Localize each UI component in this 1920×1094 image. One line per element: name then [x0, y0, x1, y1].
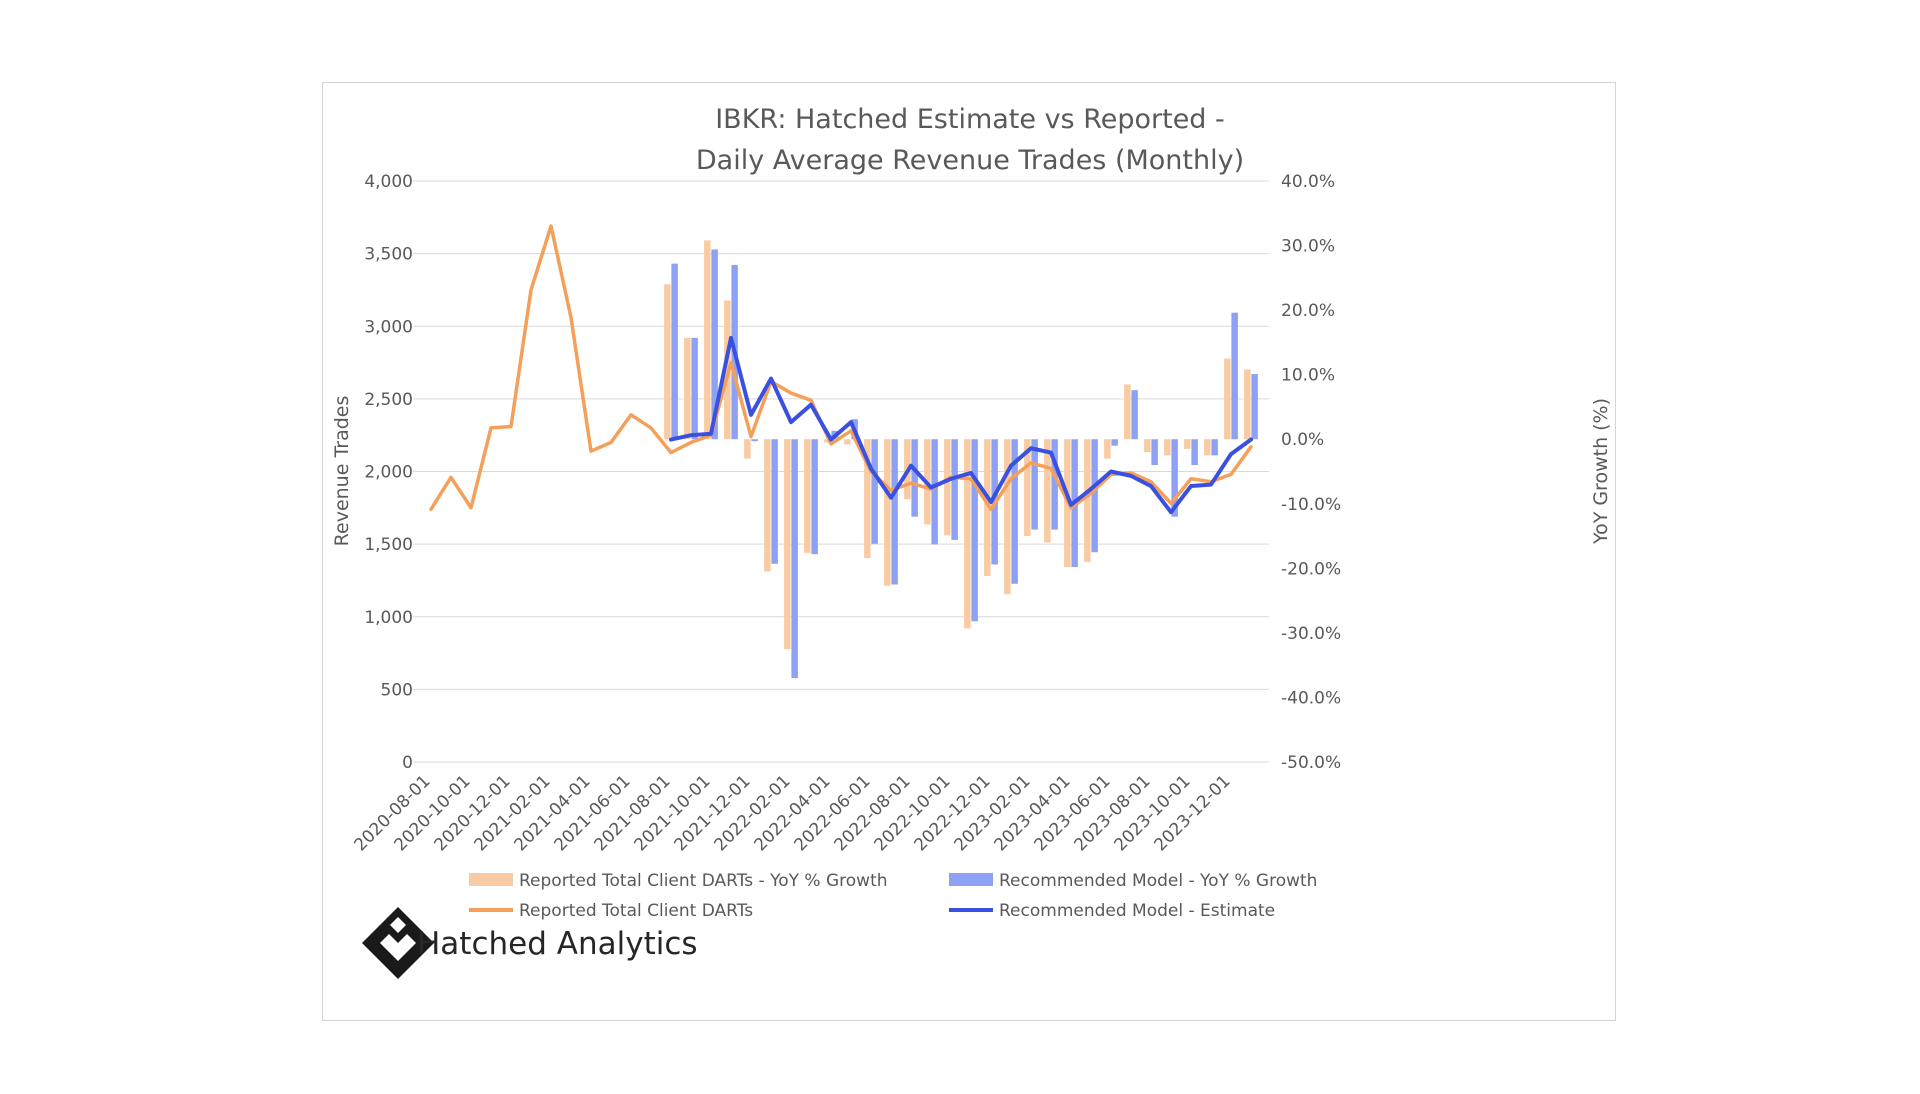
- bar: [871, 439, 878, 544]
- bar: [711, 249, 718, 440]
- bar: [964, 439, 971, 629]
- bar: [931, 439, 938, 545]
- series-line: [669, 335, 1253, 515]
- bar: [1111, 439, 1118, 446]
- y-tick-label: 1,500: [364, 535, 413, 555]
- bar: [751, 439, 758, 442]
- y2-tick-label: 20.0%: [1281, 301, 1335, 321]
- bar: [1224, 358, 1231, 440]
- y-axis-ticks: 0 500 1,000 1,500 2,000 2,500 3,000 3,500 4,000: [364, 172, 413, 773]
- bar: [1124, 384, 1131, 440]
- bar: [844, 439, 851, 445]
- bar: [1091, 439, 1098, 553]
- chart-card: IBKR: Hatched Estimate vs Reported - Dai…: [322, 82, 1616, 1021]
- bar: [744, 439, 751, 459]
- y-tick-label: 1,000: [364, 608, 413, 628]
- x-axis-ticks: 2020-08-012020-10-012020-12-012021-02-01…: [351, 771, 1235, 855]
- bar: [811, 439, 818, 555]
- bars: [664, 240, 1258, 679]
- y2-tick-label: 0.0%: [1281, 430, 1324, 450]
- legend-swatch: [949, 873, 993, 886]
- series-line: [429, 224, 1253, 512]
- bar: [1164, 439, 1171, 456]
- bar: [1004, 439, 1011, 595]
- y2-tick-label: -50.0%: [1281, 753, 1341, 773]
- bar: [664, 284, 671, 440]
- bar: [764, 439, 771, 572]
- bar: [1031, 439, 1038, 530]
- y2-tick-label: 40.0%: [1281, 172, 1335, 192]
- hatched-diamond-logo: [359, 903, 437, 979]
- bar: [1084, 439, 1091, 562]
- bar: [684, 337, 691, 440]
- bar: [1131, 390, 1138, 440]
- y2-tick-label: -10.0%: [1281, 495, 1341, 515]
- bar: [1144, 439, 1151, 453]
- y2-tick-label: 30.0%: [1281, 237, 1335, 257]
- bar: [1211, 439, 1218, 456]
- y2-axis-title: YoY Growth (%): [1590, 398, 1612, 545]
- y-axis-title: Revenue Trades: [331, 396, 353, 547]
- legend: Reported Total Client DARTs - YoY % Grow…: [469, 871, 1317, 921]
- bar: [911, 439, 918, 517]
- bar: [1184, 439, 1191, 449]
- y2-tick-label: 10.0%: [1281, 366, 1335, 386]
- chart-subtitle: Daily Average Revenue Trades (Monthly): [696, 145, 1244, 176]
- bar: [1051, 439, 1058, 530]
- bar: [804, 439, 811, 553]
- legend-label: Reported Total Client DARTs - YoY % Grow…: [519, 871, 888, 891]
- y2-tick-label: -30.0%: [1281, 624, 1341, 644]
- chart: IBKR: Hatched Estimate vs Reported - Dai…: [331, 104, 1612, 979]
- bar: [691, 337, 698, 440]
- bar: [1244, 369, 1251, 440]
- legend-swatch: [469, 873, 513, 886]
- y-tick-label: 500: [381, 680, 413, 700]
- bar: [971, 439, 978, 622]
- y2-tick-label: -40.0%: [1281, 688, 1341, 708]
- lines: [429, 224, 1253, 515]
- y-tick-label: 3,000: [364, 317, 413, 337]
- y2-axis-ticks: -50.0% -40.0% -30.0% -20.0% -10.0% 0.0% 10.0% 2…: [1281, 172, 1341, 773]
- gridlines: [413, 180, 1269, 763]
- y2-tick-label: -20.0%: [1281, 559, 1341, 579]
- bar: [784, 439, 791, 650]
- brand-name: Hatched Analytics: [417, 926, 698, 962]
- chart-title: IBKR: Hatched Estimate vs Reported -: [715, 104, 1225, 135]
- legend-label: Reported Total Client DARTs: [519, 901, 753, 921]
- bar: [791, 439, 798, 679]
- bar: [951, 439, 958, 540]
- bar: [1024, 439, 1031, 537]
- bar: [771, 439, 778, 564]
- bar: [1171, 439, 1178, 517]
- y-tick-label: 3,500: [364, 245, 413, 265]
- y-tick-label: 4,000: [364, 172, 413, 192]
- bar: [1044, 439, 1051, 543]
- bar: [864, 439, 871, 559]
- bar: [891, 439, 898, 585]
- bar: [704, 240, 711, 440]
- bar: [984, 439, 991, 577]
- bar: [1191, 439, 1198, 466]
- y-tick-label: 2,000: [364, 463, 413, 483]
- bar: [1204, 439, 1211, 456]
- legend-label: Recommended Model - YoY % Growth: [999, 871, 1317, 891]
- bar: [824, 439, 831, 443]
- bar: [944, 439, 951, 536]
- bar: [1104, 439, 1111, 459]
- bar: [1231, 312, 1238, 440]
- bar: [1151, 439, 1158, 466]
- y-tick-label: 0: [402, 753, 413, 773]
- y-tick-label: 2,500: [364, 390, 413, 410]
- legend-label: Recommended Model - Estimate: [999, 901, 1275, 921]
- bar: [884, 439, 891, 586]
- bar: [1011, 439, 1018, 584]
- bar: [1251, 374, 1258, 440]
- bar: [671, 263, 678, 440]
